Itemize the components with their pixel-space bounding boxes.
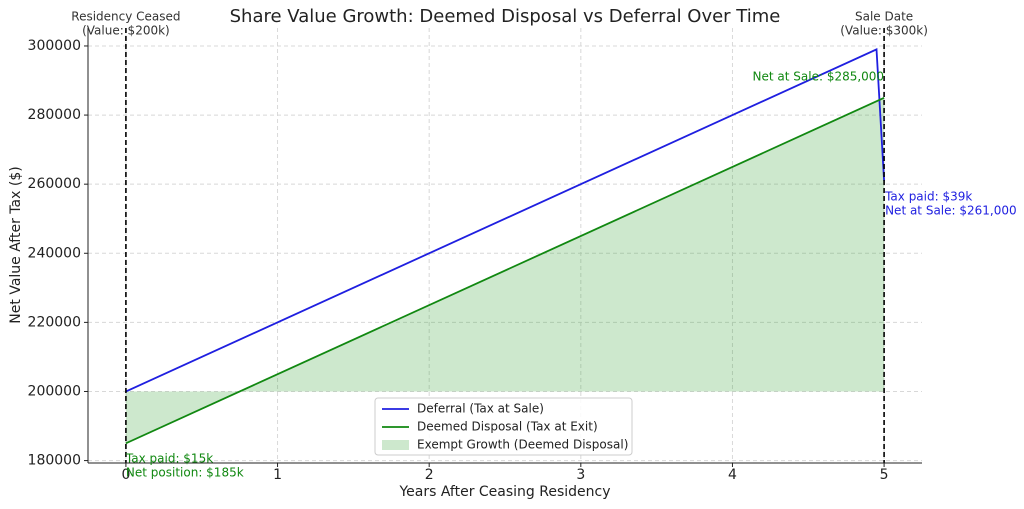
legend-swatch <box>382 440 409 450</box>
x-axis-label: Years After Ceasing Residency <box>398 484 610 500</box>
x-tick-label: 0 <box>121 467 130 483</box>
y-tick-label: 240000 <box>28 245 81 261</box>
legend-label: Deemed Disposal (Tax at Exit) <box>417 420 598 434</box>
line <box>125 96 885 445</box>
chart-title: Share Value Growth: Deemed Disposal vs D… <box>230 6 781 27</box>
legend <box>374 397 633 456</box>
y-tick-label: 220000 <box>28 314 81 330</box>
y-tick-label: 300000 <box>28 38 81 54</box>
x-tick-label: 3 <box>576 467 585 483</box>
y-axis-label: Net Value After Tax ($) <box>8 166 24 323</box>
x-tick-label: 1 <box>273 467 282 483</box>
annotation: Net position: $185k <box>126 466 244 480</box>
legend-label: Deferral (Tax at Sale) <box>417 402 544 416</box>
y-tick-label: 200000 <box>28 383 81 399</box>
x-tick-label: 5 <box>880 467 889 483</box>
y-tick-label: 180000 <box>28 453 81 469</box>
annotation: Net at Sale: $261,000 <box>885 204 1017 218</box>
x-tick-label: 2 <box>425 467 434 483</box>
line <box>125 48 885 393</box>
annotation: (Value: $300k) <box>840 24 928 38</box>
y-tick-label: 260000 <box>28 176 81 192</box>
annotation: Residency Ceased <box>71 10 180 24</box>
annotation: Tax paid: $15k <box>125 452 213 466</box>
annotation: (Value: $200k) <box>82 24 170 38</box>
y-tick-label: 280000 <box>28 107 81 123</box>
legend-label: Exempt Growth (Deemed Disposal) <box>417 438 628 452</box>
annotation: Sale Date <box>855 10 913 24</box>
annotation: Net at Sale: $285,000 <box>753 70 885 84</box>
x-tick-label: 4 <box>728 467 737 483</box>
annotation: Tax paid: $39k <box>884 190 972 204</box>
